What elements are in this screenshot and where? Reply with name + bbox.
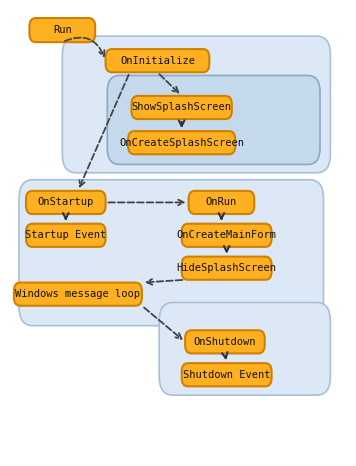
FancyArrowPatch shape bbox=[219, 213, 224, 219]
FancyBboxPatch shape bbox=[107, 75, 320, 164]
FancyArrowPatch shape bbox=[179, 120, 184, 126]
Text: OnShutdown: OnShutdown bbox=[194, 337, 256, 347]
FancyBboxPatch shape bbox=[131, 96, 232, 119]
Text: ShowSplashScreen: ShowSplashScreen bbox=[132, 103, 232, 112]
FancyBboxPatch shape bbox=[19, 180, 324, 326]
Text: Run: Run bbox=[53, 25, 72, 35]
FancyBboxPatch shape bbox=[185, 330, 265, 353]
FancyBboxPatch shape bbox=[182, 257, 272, 280]
FancyArrowPatch shape bbox=[79, 75, 129, 186]
Text: Startup Event: Startup Event bbox=[25, 230, 106, 240]
FancyBboxPatch shape bbox=[159, 302, 330, 395]
Text: OnStartup: OnStartup bbox=[38, 198, 94, 207]
FancyBboxPatch shape bbox=[26, 191, 106, 214]
Text: HideSplashScreen: HideSplashScreen bbox=[177, 263, 277, 273]
FancyArrowPatch shape bbox=[224, 246, 229, 252]
FancyArrowPatch shape bbox=[144, 308, 182, 339]
Text: OnCreateSplashScreen: OnCreateSplashScreen bbox=[119, 137, 244, 148]
FancyArrowPatch shape bbox=[222, 352, 227, 358]
FancyBboxPatch shape bbox=[30, 18, 95, 42]
FancyBboxPatch shape bbox=[128, 131, 235, 154]
FancyArrowPatch shape bbox=[108, 199, 184, 205]
Text: Shutdown Event: Shutdown Event bbox=[183, 370, 270, 380]
FancyBboxPatch shape bbox=[26, 224, 106, 247]
Text: OnInitialize: OnInitialize bbox=[120, 55, 195, 66]
FancyArrowPatch shape bbox=[159, 74, 178, 93]
FancyBboxPatch shape bbox=[106, 49, 209, 72]
FancyBboxPatch shape bbox=[14, 282, 142, 306]
FancyArrowPatch shape bbox=[63, 213, 69, 219]
Text: Windows message loop: Windows message loop bbox=[15, 289, 140, 299]
FancyBboxPatch shape bbox=[189, 191, 254, 214]
FancyArrowPatch shape bbox=[147, 279, 182, 285]
FancyArrowPatch shape bbox=[65, 38, 104, 56]
FancyBboxPatch shape bbox=[182, 224, 272, 247]
FancyBboxPatch shape bbox=[62, 36, 330, 173]
Text: OnRun: OnRun bbox=[206, 198, 237, 207]
FancyBboxPatch shape bbox=[182, 363, 272, 386]
Text: OnCreateMainForm: OnCreateMainForm bbox=[177, 230, 277, 240]
